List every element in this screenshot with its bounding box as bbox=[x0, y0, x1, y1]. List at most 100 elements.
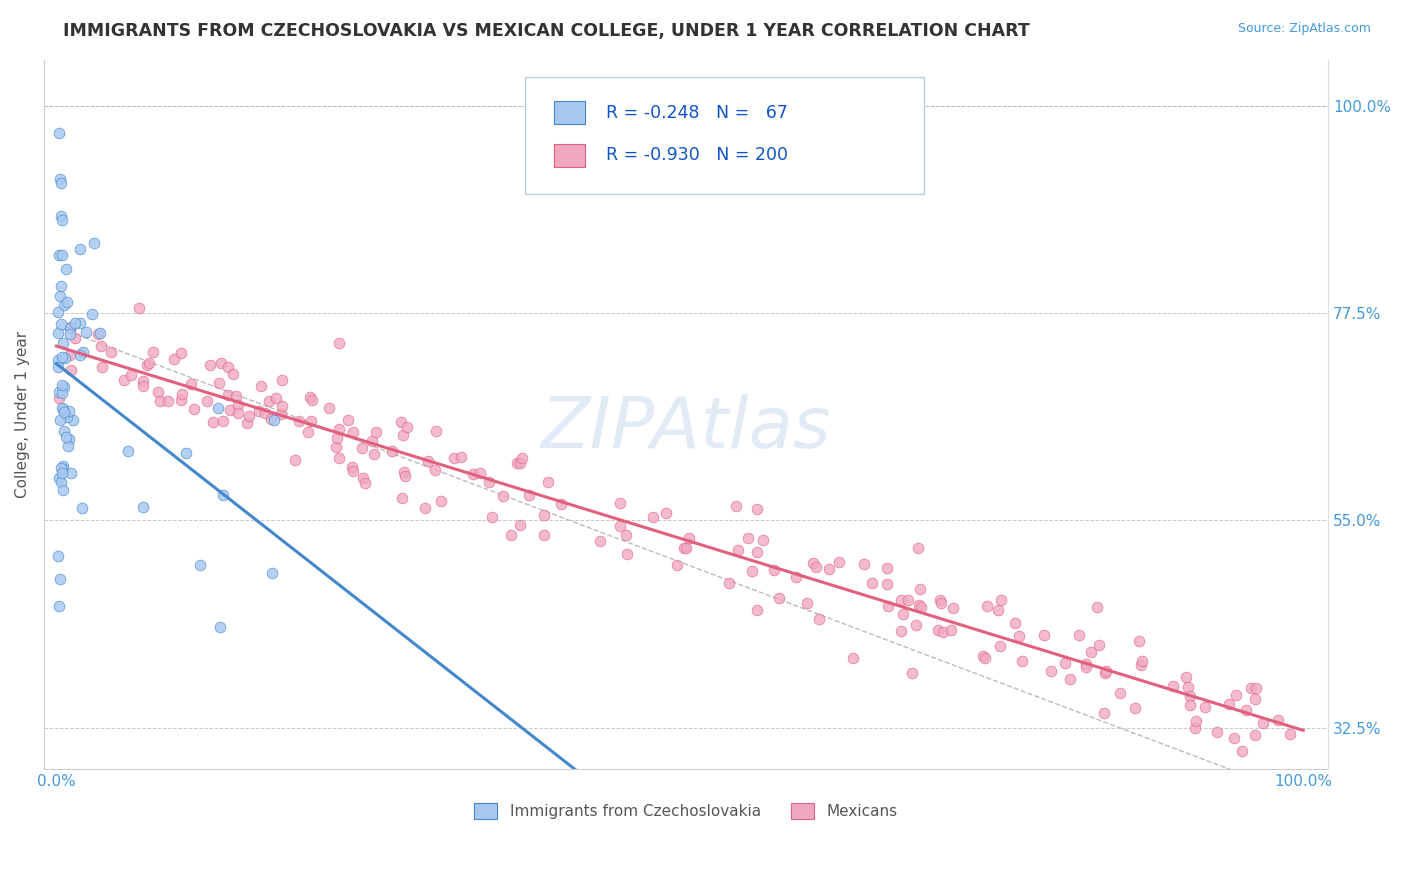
Point bbox=[1278, 727, 1301, 741]
Point bbox=[394, 468, 416, 483]
Point bbox=[1206, 725, 1229, 739]
Point bbox=[655, 506, 678, 520]
Point bbox=[353, 476, 375, 491]
Point bbox=[342, 465, 364, 479]
Point bbox=[49, 318, 72, 332]
Point bbox=[157, 394, 180, 409]
Point bbox=[423, 463, 446, 477]
Point bbox=[796, 596, 818, 610]
Point bbox=[1085, 600, 1108, 615]
Point bbox=[90, 338, 112, 352]
Point bbox=[266, 392, 288, 406]
Point bbox=[55, 430, 77, 444]
Point bbox=[418, 454, 440, 468]
Point bbox=[391, 491, 413, 505]
Point bbox=[817, 562, 839, 576]
Point bbox=[51, 386, 73, 401]
Point bbox=[609, 496, 631, 510]
Point bbox=[48, 599, 70, 613]
Point bbox=[1130, 654, 1153, 668]
Point bbox=[80, 307, 103, 321]
Point bbox=[328, 335, 350, 350]
Point bbox=[429, 493, 451, 508]
Point bbox=[52, 424, 75, 438]
Point bbox=[974, 650, 997, 665]
Point bbox=[209, 619, 232, 633]
Point bbox=[49, 176, 72, 190]
Point bbox=[537, 475, 560, 490]
Point bbox=[328, 451, 350, 466]
Point bbox=[48, 470, 70, 484]
Point bbox=[509, 517, 531, 532]
Point bbox=[271, 399, 294, 413]
Point bbox=[1095, 665, 1118, 679]
Point bbox=[247, 404, 270, 418]
Point bbox=[876, 576, 898, 591]
Point bbox=[533, 528, 555, 542]
Point bbox=[55, 261, 77, 276]
Point bbox=[413, 500, 436, 515]
Point bbox=[53, 298, 76, 312]
Point bbox=[288, 414, 311, 428]
Point bbox=[932, 624, 955, 639]
Point bbox=[135, 359, 157, 373]
Point bbox=[52, 404, 75, 418]
Point bbox=[1240, 681, 1263, 695]
Point bbox=[149, 394, 172, 409]
Point bbox=[48, 392, 70, 406]
Point bbox=[499, 528, 522, 542]
Point bbox=[83, 235, 105, 250]
Point bbox=[1163, 679, 1185, 693]
Point bbox=[1008, 629, 1031, 643]
Point bbox=[217, 359, 239, 374]
Point bbox=[1080, 645, 1102, 659]
Point bbox=[218, 402, 240, 417]
Point bbox=[60, 363, 83, 377]
Point bbox=[46, 359, 69, 374]
Point bbox=[609, 518, 631, 533]
Point bbox=[263, 413, 285, 427]
Point bbox=[59, 466, 82, 480]
Point bbox=[675, 541, 697, 556]
Point bbox=[170, 345, 193, 359]
Point bbox=[1092, 706, 1115, 721]
Point bbox=[718, 575, 741, 590]
Point bbox=[170, 386, 193, 401]
Y-axis label: College, Under 1 year: College, Under 1 year bbox=[15, 331, 30, 498]
Text: R = -0.930   N = 200: R = -0.930 N = 200 bbox=[606, 146, 789, 164]
Text: Source: ZipAtlas.com: Source: ZipAtlas.com bbox=[1237, 22, 1371, 36]
Point bbox=[91, 359, 114, 374]
Point bbox=[238, 409, 260, 424]
Point bbox=[260, 412, 283, 426]
Point bbox=[318, 401, 340, 415]
Point bbox=[763, 563, 786, 577]
Point bbox=[890, 592, 912, 607]
Point bbox=[481, 510, 503, 524]
Point bbox=[201, 415, 224, 429]
Point bbox=[49, 475, 72, 489]
Point bbox=[59, 327, 82, 342]
Point bbox=[361, 434, 384, 448]
Point bbox=[58, 432, 80, 446]
Point bbox=[56, 410, 79, 425]
Point bbox=[897, 593, 920, 607]
Point bbox=[51, 401, 73, 416]
Point bbox=[146, 385, 169, 400]
Point bbox=[89, 326, 111, 340]
Point bbox=[1234, 703, 1257, 717]
Point bbox=[211, 414, 233, 428]
FancyBboxPatch shape bbox=[554, 102, 585, 124]
Point bbox=[510, 450, 533, 465]
FancyBboxPatch shape bbox=[554, 144, 585, 167]
Point bbox=[53, 379, 76, 393]
Point bbox=[217, 388, 239, 402]
Point bbox=[908, 582, 931, 597]
Point bbox=[1218, 698, 1240, 712]
Point bbox=[59, 321, 82, 335]
Text: IMMIGRANTS FROM CZECHOSLOVAKIA VS MEXICAN COLLEGE, UNDER 1 YEAR CORRELATION CHAR: IMMIGRANTS FROM CZECHOSLOVAKIA VS MEXICA… bbox=[63, 22, 1031, 40]
Point bbox=[907, 598, 929, 612]
Point bbox=[363, 447, 385, 461]
Point bbox=[1074, 657, 1097, 672]
Point bbox=[450, 450, 472, 464]
Point bbox=[75, 325, 97, 339]
